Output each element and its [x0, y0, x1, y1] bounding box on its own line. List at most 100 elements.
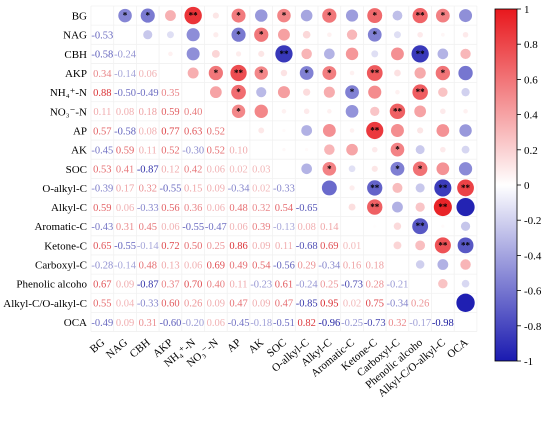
corr-circle: [281, 109, 287, 114]
x-tick-label: CBH: [128, 337, 153, 361]
y-tick-label: NO₃⁻-N: [50, 106, 87, 118]
corr-value: 0.11: [230, 279, 248, 290]
corr-value: 0.09: [252, 299, 270, 310]
corr-value: -0.45: [91, 145, 113, 156]
corr-circle: [462, 31, 469, 38]
significance-mark: *: [214, 68, 219, 78]
corr-circle: [392, 10, 403, 21]
corr-value: 0.48: [229, 203, 247, 214]
corr-circle: [235, 51, 242, 57]
corr-circle: [166, 31, 174, 39]
significance-mark: **: [370, 68, 380, 78]
x-tick-label: AK: [246, 337, 266, 356]
significance-mark: *: [441, 11, 446, 21]
corr-circle: [140, 8, 155, 23]
y-tick-label: AKP: [65, 68, 87, 80]
significance-mark: *: [418, 164, 423, 174]
corr-value: 0.06: [116, 203, 134, 214]
corr-circle: [459, 124, 472, 137]
significance-mark: **: [461, 183, 471, 193]
corr-circle: [187, 67, 199, 79]
colorbar-tick-label: -0.2: [524, 215, 541, 227]
corr-circle: [414, 105, 427, 118]
corr-value: -0.55: [182, 222, 204, 233]
corr-value: 0.37: [161, 279, 179, 290]
corr-circle: [434, 179, 452, 197]
corr-circle: [373, 224, 377, 228]
significance-mark: *: [259, 68, 264, 78]
corr-circle: [324, 48, 335, 60]
corr-circle: [393, 222, 402, 230]
corr-value: -0.33: [137, 299, 159, 310]
corr-value: -0.14: [137, 241, 160, 252]
corr-value: 0.32: [388, 318, 406, 329]
corr-circle: [395, 89, 400, 95]
corr-value: 0.02: [252, 184, 270, 195]
corr-value: 0.70: [184, 279, 202, 290]
corr-value: 0.25: [207, 241, 225, 252]
corr-value: 0.59: [161, 107, 179, 118]
corr-circle: [417, 127, 424, 134]
corr-circle: [277, 8, 291, 23]
colorbar: 1 0.8 0.6 0.4 0.2 0 -0.2 -0.4 -0.6 -0.8 -1: [494, 4, 542, 368]
corr-value: 0.61: [275, 279, 293, 290]
significance-mark: *: [373, 30, 378, 40]
significance-mark: **: [370, 183, 380, 193]
corr-circle: [417, 31, 423, 38]
corr-value: -0.39: [91, 184, 113, 195]
corr-circle: [231, 8, 246, 23]
corr-value: 0.09: [207, 184, 225, 195]
corr-value: -0.73: [364, 318, 386, 329]
corr-circle: [324, 144, 335, 155]
corr-value: -0.45: [228, 318, 250, 329]
significance-mark: **: [461, 240, 471, 250]
corr-value: -0.68: [296, 241, 318, 252]
corr-circle: [392, 201, 403, 213]
corr-value: 0.47: [275, 299, 293, 310]
corr-circle: [230, 64, 247, 82]
corr-value: 0.09: [207, 299, 225, 310]
corr-circle: [370, 106, 380, 116]
corr-value: 0.06: [161, 222, 179, 233]
corr-value: 0.14: [320, 222, 339, 233]
y-tick-label: NAG: [63, 30, 87, 42]
corr-value: 0.28: [366, 279, 384, 290]
corr-circle: [186, 28, 200, 42]
corr-circle: [394, 69, 401, 77]
significance-mark: *: [236, 30, 241, 40]
corr-circle: [255, 9, 268, 22]
corr-value: -0.60: [160, 318, 182, 329]
corr-circle: [438, 87, 448, 97]
corr-value: 0.01: [343, 241, 361, 252]
corr-circle: [231, 104, 246, 119]
corr-circle: [305, 148, 309, 152]
corr-circle: [348, 203, 356, 211]
y-tick-label: CBH: [64, 49, 87, 61]
corr-value: 0.95: [320, 299, 338, 310]
corr-circle: [367, 199, 383, 215]
corr-circle: [348, 165, 356, 173]
corr-value: 0.47: [229, 299, 247, 310]
corr-circle: [345, 104, 359, 118]
corr-circle: [391, 47, 404, 61]
corr-value: -0.49: [137, 88, 159, 99]
colorbar-tick-label: 0.6: [524, 74, 538, 86]
corr-circle: [412, 161, 428, 177]
corr-circle: [278, 28, 290, 41]
significance-mark: **: [438, 240, 448, 250]
corr-circle: [371, 146, 378, 153]
corr-value: 0.53: [93, 165, 111, 176]
significance-mark: **: [234, 68, 244, 78]
x-tick-label: AP: [225, 337, 243, 355]
corr-circle: [392, 182, 403, 193]
significance-mark: **: [438, 183, 448, 193]
corr-circle: [390, 123, 404, 137]
corr-value: 0.63: [184, 126, 202, 137]
corr-circle: [258, 50, 265, 57]
corr-circle: [438, 278, 448, 289]
significance-mark: **: [416, 221, 426, 231]
corr-value: -0.17: [409, 318, 431, 329]
corr-value: 0.40: [184, 107, 202, 118]
upper-triangle-circles: * * ** * * * * ** ** * *** *** ** * * * ** ** * *** ****** * *…: [118, 6, 475, 313]
corr-value: 0.50: [184, 241, 202, 252]
